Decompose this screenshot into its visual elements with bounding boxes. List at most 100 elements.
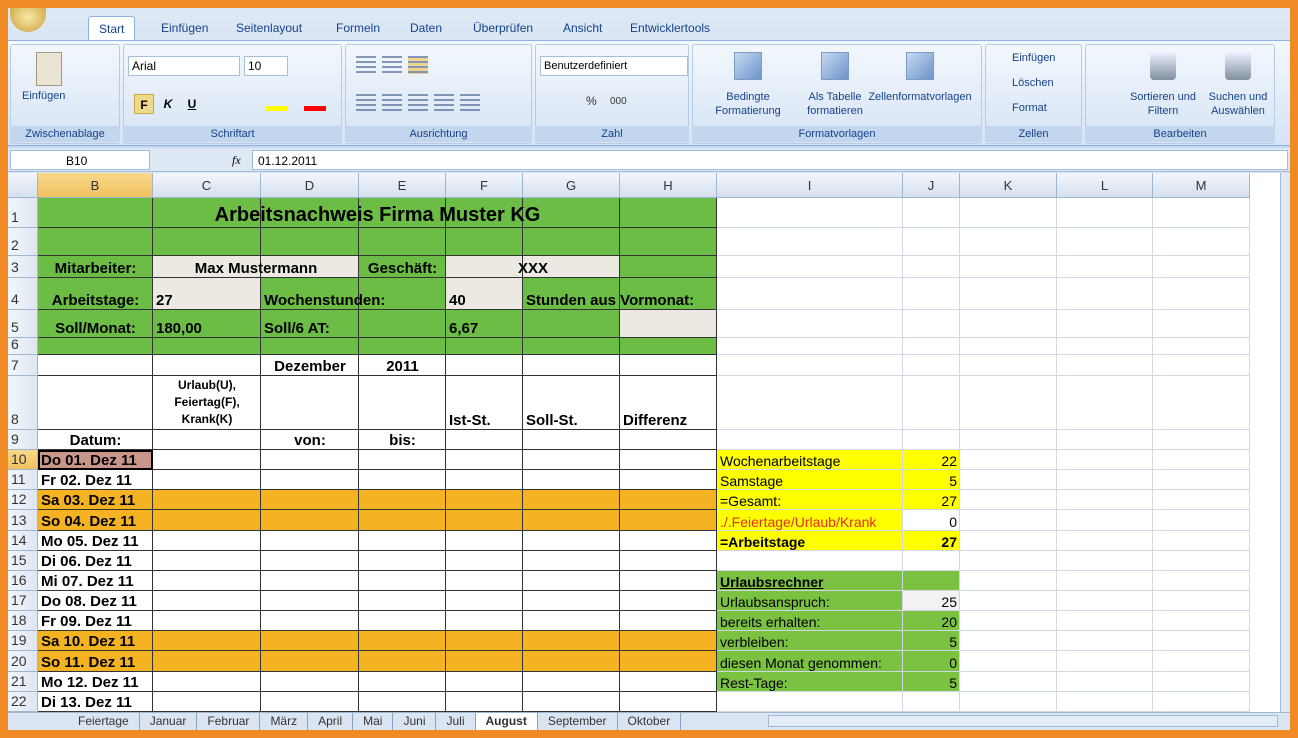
cell[interactable]	[359, 510, 446, 531]
cell[interactable]	[960, 310, 1057, 338]
cell[interactable]	[359, 278, 446, 310]
align-button[interactable]	[408, 56, 428, 74]
cell[interactable]	[717, 278, 903, 310]
cell[interactable]	[261, 228, 359, 256]
cell[interactable]	[153, 692, 261, 712]
cell-text[interactable]: Geschäft:	[367, 260, 438, 277]
edit-button[interactable]: Suchen und Auswählen	[1208, 91, 1268, 117]
cell[interactable]	[1057, 430, 1153, 450]
cell[interactable]	[620, 338, 717, 355]
cell[interactable]	[1057, 338, 1153, 355]
row-header[interactable]: 22	[8, 692, 38, 712]
ribbon-tab[interactable]: Überprüfen	[473, 21, 534, 35]
cell[interactable]	[38, 278, 153, 310]
cell[interactable]	[446, 531, 523, 551]
cell[interactable]	[523, 651, 620, 672]
cell[interactable]	[359, 310, 446, 338]
cell-text[interactable]: Dezember	[274, 358, 346, 375]
sheet-tab[interactable]: Oktober	[618, 713, 682, 730]
cell[interactable]	[446, 591, 523, 611]
fill-color[interactable]	[266, 106, 288, 111]
cell[interactable]	[359, 591, 446, 611]
cell[interactable]	[446, 355, 523, 376]
cell-text[interactable]: Arbeitsnachweis Firma Muster KG	[214, 204, 541, 226]
percent-button[interactable]: %	[586, 94, 597, 108]
sheet-tab[interactable]: September	[538, 713, 618, 730]
style-icon[interactable]	[734, 52, 762, 80]
cell[interactable]	[717, 198, 903, 228]
cell[interactable]	[903, 278, 960, 310]
cell[interactable]	[523, 355, 620, 376]
ribbon-tab[interactable]: Daten	[410, 21, 443, 35]
cell[interactable]	[261, 551, 359, 571]
cell[interactable]	[620, 430, 717, 450]
cell[interactable]	[1153, 376, 1250, 430]
cell-text[interactable]: Mo 05. Dez 11	[41, 533, 139, 550]
cell[interactable]	[1057, 376, 1153, 430]
cell[interactable]	[523, 310, 620, 338]
cell[interactable]	[38, 531, 153, 551]
cell[interactable]	[359, 651, 446, 672]
cell[interactable]	[38, 672, 153, 692]
cell[interactable]	[38, 692, 153, 712]
column-header[interactable]: B	[38, 173, 153, 198]
cell[interactable]	[960, 430, 1057, 450]
cell[interactable]	[620, 692, 717, 712]
cell[interactable]	[38, 631, 153, 651]
cell[interactable]	[1057, 692, 1153, 712]
cell[interactable]	[523, 591, 620, 611]
cell[interactable]	[960, 490, 1057, 510]
column-header[interactable]: C	[153, 173, 261, 198]
align-button[interactable]	[382, 94, 402, 112]
cell[interactable]	[903, 338, 960, 355]
cell[interactable]	[153, 611, 261, 631]
cell[interactable]	[960, 355, 1057, 376]
row-header[interactable]: 5	[8, 310, 38, 338]
cell-text[interactable]: XXX	[517, 260, 548, 277]
cell[interactable]	[38, 228, 153, 256]
cell[interactable]	[523, 692, 620, 712]
cell[interactable]	[261, 631, 359, 651]
cell[interactable]	[717, 651, 903, 672]
cell[interactable]	[261, 310, 359, 338]
cell[interactable]	[1153, 591, 1250, 611]
row-header[interactable]: 14	[8, 531, 38, 551]
thousands-button[interactable]: 000	[610, 96, 627, 107]
cell[interactable]	[38, 338, 153, 355]
edit-icon[interactable]	[1150, 52, 1176, 80]
cell-text[interactable]: So 04. Dez 11	[41, 513, 137, 530]
cell[interactable]	[960, 672, 1057, 692]
cell[interactable]	[1153, 672, 1250, 692]
cell[interactable]	[261, 692, 359, 712]
row-header[interactable]: 6	[8, 336, 38, 355]
cell[interactable]	[38, 470, 153, 490]
cell[interactable]	[960, 338, 1057, 355]
cell[interactable]	[1153, 571, 1250, 591]
v-scrollbar[interactable]	[1280, 173, 1290, 712]
cell[interactable]	[1153, 470, 1250, 490]
cell[interactable]	[717, 692, 903, 712]
cell[interactable]	[960, 591, 1057, 611]
cell[interactable]	[960, 198, 1057, 228]
cell[interactable]	[717, 355, 903, 376]
cell-text[interactable]: Mo 12. Dez 11	[41, 674, 139, 691]
cell[interactable]	[446, 278, 523, 310]
style-icon[interactable]	[821, 52, 849, 80]
cell[interactable]	[620, 470, 717, 490]
cell[interactable]	[620, 310, 717, 338]
cell-text[interactable]: Rest-Tage:	[720, 675, 788, 691]
cell[interactable]	[620, 531, 717, 551]
cell[interactable]	[38, 651, 153, 672]
cell[interactable]	[446, 651, 523, 672]
cell[interactable]	[261, 256, 359, 278]
cell[interactable]	[1057, 611, 1153, 631]
paste-icon[interactable]	[36, 52, 62, 86]
row-header[interactable]: 4	[8, 278, 38, 310]
cell[interactable]	[153, 355, 261, 376]
cell[interactable]	[359, 611, 446, 631]
cell[interactable]	[960, 571, 1057, 591]
cell[interactable]	[446, 198, 523, 228]
cell[interactable]	[261, 672, 359, 692]
cell[interactable]	[903, 490, 960, 510]
cell[interactable]	[960, 278, 1057, 310]
